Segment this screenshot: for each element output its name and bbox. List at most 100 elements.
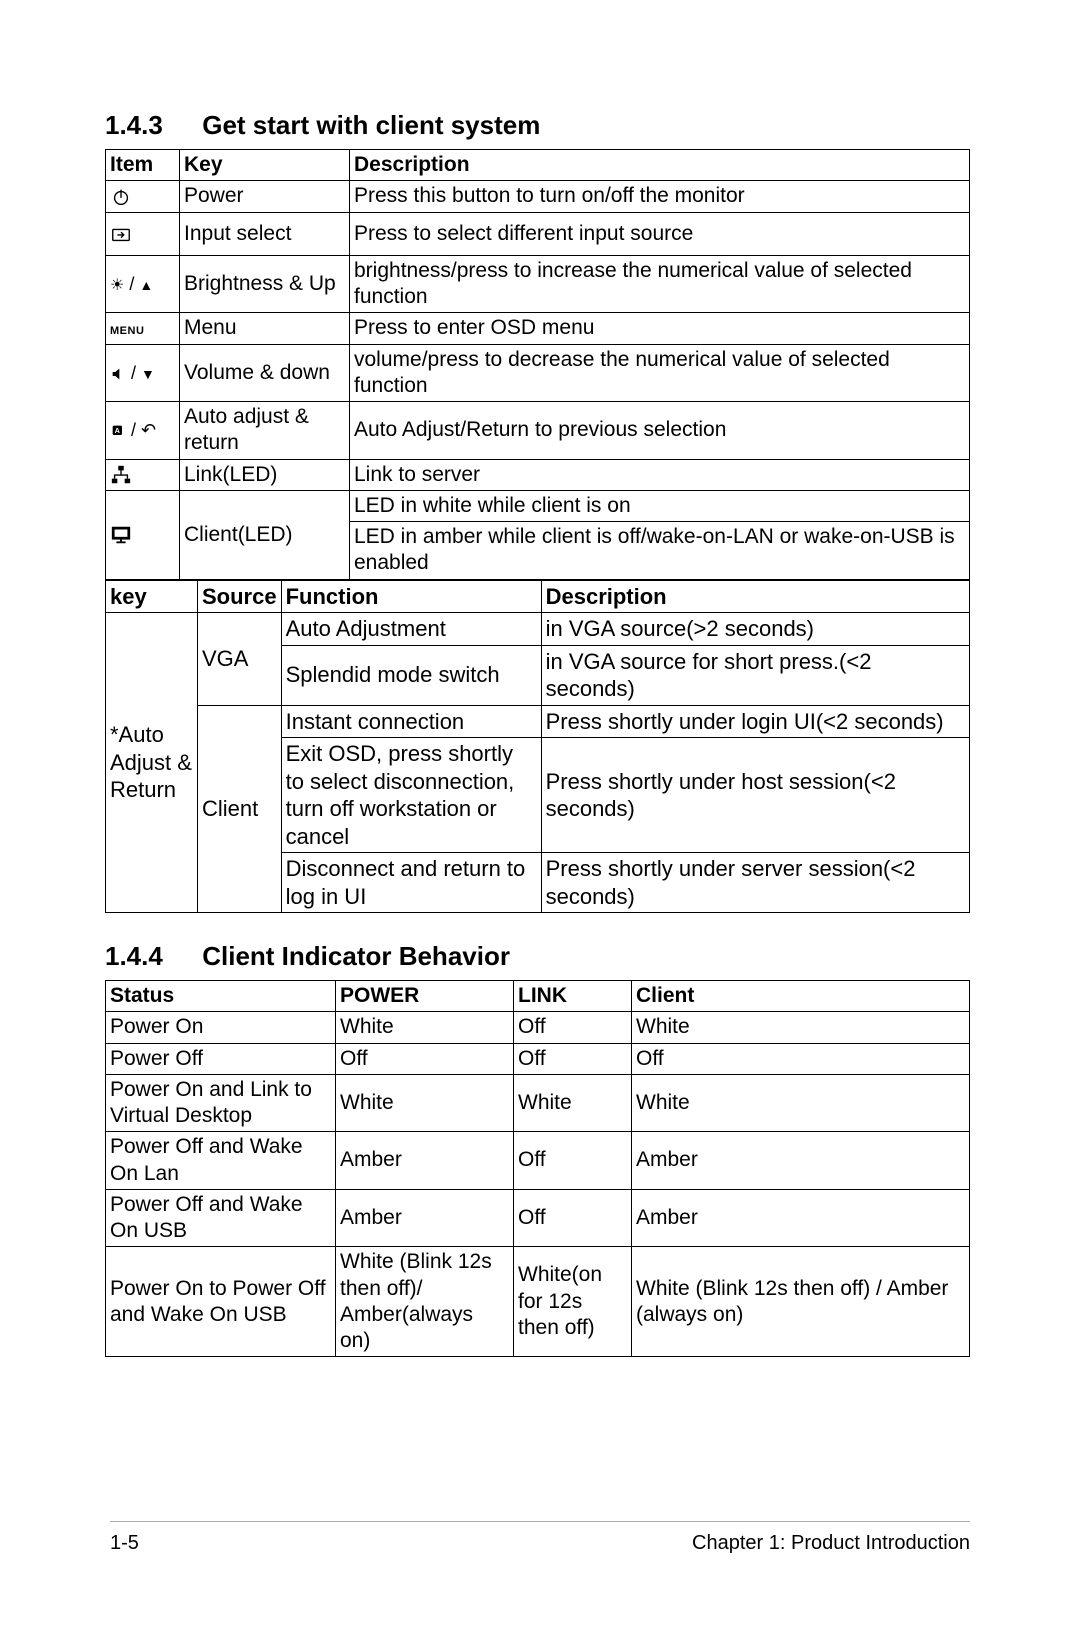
indicator-table: Status POWER LINK Client Power On White …	[105, 980, 970, 1357]
desc-cell: Press this button to turn on/off the mon…	[350, 181, 970, 212]
section-2-title: Client Indicator Behavior	[202, 941, 510, 971]
func-cell: Auto Adjustment	[281, 613, 541, 646]
desc-cell: Press shortly under server session(<2 se…	[541, 853, 969, 913]
status-cell: Power Off	[106, 1043, 336, 1074]
func-cell: Exit OSD, press shortly to select discon…	[281, 738, 541, 853]
desc-cell: Link to server	[350, 459, 970, 490]
status-cell: Power Off and Wake On USB	[106, 1189, 336, 1247]
func-cell: Instant connection	[281, 705, 541, 738]
table-row: Power Off Off Off Off	[106, 1043, 970, 1074]
link-cell: Off	[514, 1132, 632, 1190]
desc-cell: LED in amber while client is off/wake-on…	[350, 522, 970, 580]
client-cell: White (Blink 12s then off) / Amber (alwa…	[632, 1247, 970, 1357]
power-cell: Amber	[336, 1189, 514, 1247]
col-client: Client	[632, 981, 970, 1012]
source-function-table: key Source Function Description *Auto Ad…	[105, 580, 970, 914]
bright-up-icon: ☀ / ▲	[106, 255, 180, 313]
page-content: 1.4.3 Get start with client system Item …	[0, 0, 1080, 1357]
link-cell: Off	[514, 1189, 632, 1247]
table-header-row: Item Key Description	[106, 150, 970, 181]
key-cell: Client(LED)	[180, 490, 350, 579]
power-cell: Amber	[336, 1132, 514, 1190]
auto-return-icon: A / ↶	[106, 402, 180, 460]
func-cell: Splendid mode switch	[281, 645, 541, 705]
section-2-heading: 1.4.4 Client Indicator Behavior	[105, 941, 970, 972]
client-cell: Amber	[632, 1189, 970, 1247]
col-item: Item	[106, 150, 180, 181]
table-row: Client Instant connection Press shortly …	[106, 705, 970, 738]
table-header-row: key Source Function Description	[106, 580, 970, 613]
link-cell: White	[514, 1074, 632, 1132]
section-1-title: Get start with client system	[202, 110, 540, 140]
svg-text:A: A	[115, 426, 121, 435]
col-source: Source	[198, 580, 282, 613]
desc-cell: LED in white while client is on	[350, 490, 970, 521]
link-icon	[106, 459, 180, 490]
keys-table: Item Key Description Power Press this bu…	[105, 149, 970, 580]
source-vga: VGA	[198, 613, 282, 706]
client-cell: Amber	[632, 1132, 970, 1190]
desc-cell: Press to enter OSD menu	[350, 313, 970, 344]
table-row: Power On and Link to Virtual Desktop Whi…	[106, 1074, 970, 1132]
status-cell: Power Off and Wake On Lan	[106, 1132, 336, 1190]
desc-cell: in VGA source(>2 seconds)	[541, 613, 969, 646]
vol-down-icon: / ▼	[106, 344, 180, 402]
client-cell: White	[632, 1074, 970, 1132]
desc-cell: brightness/press to increase the numeric…	[350, 255, 970, 313]
desc-cell: Press shortly under login UI(<2 seconds)	[541, 705, 969, 738]
chapter-label: Chapter 1: Product Introduction	[692, 1532, 970, 1555]
key-cell: Auto adjust & return	[180, 402, 350, 460]
key-cell: Brightness & Up	[180, 255, 350, 313]
table-header-row: Status POWER LINK Client	[106, 981, 970, 1012]
link-cell: Off	[514, 1043, 632, 1074]
table-row: MENU Menu Press to enter OSD menu	[106, 313, 970, 344]
table-row: *Auto Adjust & Return VGA Auto Adjustmen…	[106, 613, 970, 646]
client-cell: White	[632, 1012, 970, 1043]
desc-cell: Press to select different input source	[350, 212, 970, 255]
input-icon	[106, 212, 180, 255]
status-cell: Power On and Link to Virtual Desktop	[106, 1074, 336, 1132]
power-cell: White (Blink 12s then off)/ Amber(always…	[336, 1247, 514, 1357]
col-key2: key	[106, 580, 198, 613]
power-cell: White	[336, 1012, 514, 1043]
table-row: Power Off and Wake On USB Amber Off Ambe…	[106, 1189, 970, 1247]
desc-cell: Press shortly under host session(<2 seco…	[541, 738, 969, 853]
col-power: POWER	[336, 981, 514, 1012]
col-status: Status	[106, 981, 336, 1012]
power-cell: Off	[336, 1043, 514, 1074]
col-link: LINK	[514, 981, 632, 1012]
section-1-number: 1.4.3	[105, 110, 195, 141]
col-key: Key	[180, 150, 350, 181]
key-cell: Menu	[180, 313, 350, 344]
desc-cell: Auto Adjust/Return to previous selection	[350, 402, 970, 460]
key-cell: Power	[180, 181, 350, 212]
menu-text-icon: MENU	[106, 313, 180, 344]
power-icon	[106, 181, 180, 212]
key-label: *Auto Adjust & Return	[106, 613, 198, 913]
table-row: / ▼ Volume & down volume/press to decrea…	[106, 344, 970, 402]
table-row: A / ↶ Auto adjust & return Auto Adjust/R…	[106, 402, 970, 460]
client-icon	[106, 490, 180, 579]
table-row: Power On White Off White	[106, 1012, 970, 1043]
link-cell: Off	[514, 1012, 632, 1043]
key-cell: Link(LED)	[180, 459, 350, 490]
table-row: Link(LED) Link to server	[106, 459, 970, 490]
power-cell: White	[336, 1074, 514, 1132]
key-cell: Input select	[180, 212, 350, 255]
col-desc2: Description	[541, 580, 969, 613]
table-row: Power Press this button to turn on/off t…	[106, 181, 970, 212]
status-cell: Power On to Power Off and Wake On USB	[106, 1247, 336, 1357]
source-client: Client	[198, 705, 282, 913]
table-row: Power On to Power Off and Wake On USB Wh…	[106, 1247, 970, 1357]
section-1-heading: 1.4.3 Get start with client system	[105, 110, 970, 141]
status-cell: Power On	[106, 1012, 336, 1043]
table-row: ☀ / ▲ Brightness & Up brightness/press t…	[106, 255, 970, 313]
col-function: Function	[281, 580, 541, 613]
desc-cell: in VGA source for short press.(<2 second…	[541, 645, 969, 705]
page-footer: 1-5 Chapter 1: Product Introduction	[110, 1521, 970, 1555]
client-cell: Off	[632, 1043, 970, 1074]
link-cell: White(on for 12s then off)	[514, 1247, 632, 1357]
section-2-number: 1.4.4	[105, 941, 195, 972]
table-row: Client(LED) LED in white while client is…	[106, 490, 970, 521]
desc-cell: volume/press to decrease the numerical v…	[350, 344, 970, 402]
